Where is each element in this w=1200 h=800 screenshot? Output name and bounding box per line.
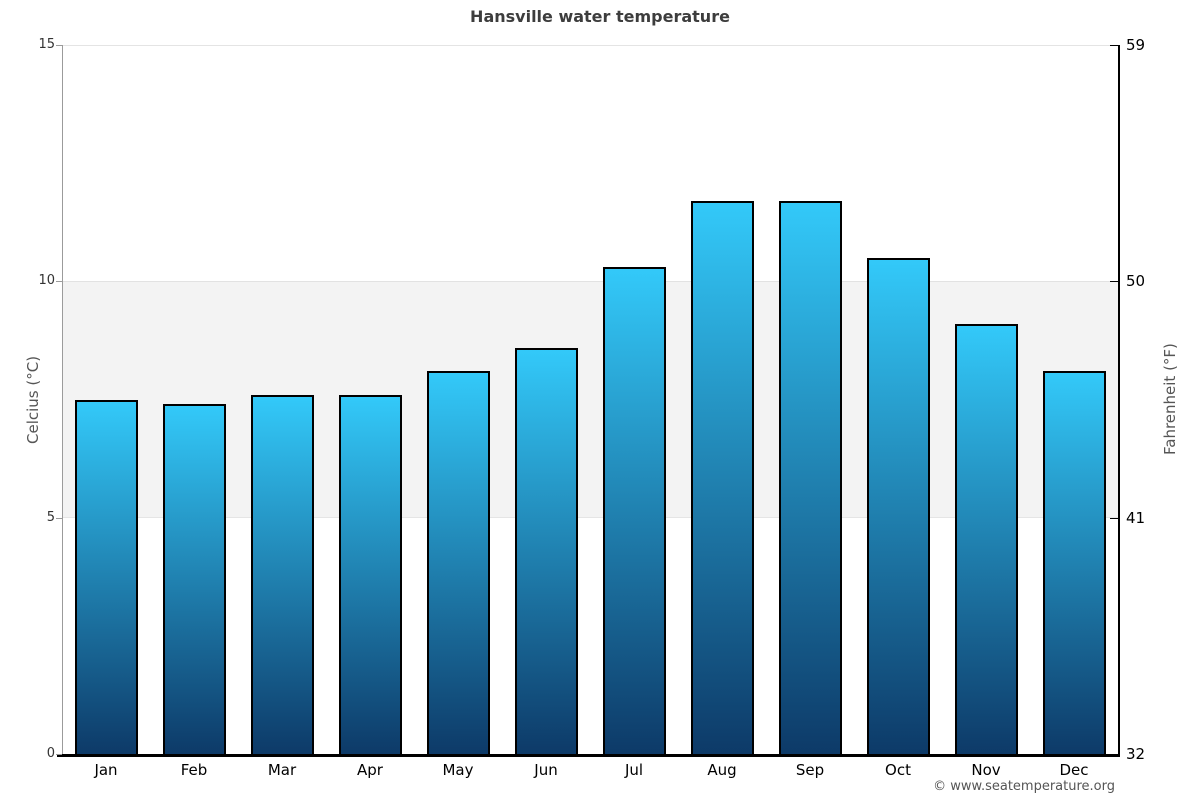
fahrenheit-tick-label-50: 50 [1126, 272, 1146, 291]
month-label-may: May [442, 761, 474, 779]
bar-may [426, 371, 490, 754]
gridline-15 [62, 45, 1118, 46]
month-label-dec: Dec [1059, 761, 1089, 779]
fahrenheit-tick-label-59: 59 [1126, 36, 1146, 54]
month-label-nov: Nov [971, 761, 1001, 779]
right-axis-line [1118, 45, 1120, 754]
bar-jan [74, 399, 138, 754]
bar-apr [338, 394, 402, 754]
shaded-band-5-10 [62, 281, 1118, 518]
chart-title: Hansville water temperature [470, 7, 730, 26]
bar-aug [690, 200, 754, 754]
bar-dec [1042, 371, 1106, 754]
bar-oct [866, 257, 930, 754]
fahrenheit-tick-label-41: 41 [1126, 508, 1146, 527]
copyright-text: © www.seatemperature.org [933, 779, 1115, 794]
month-label-apr: Apr [357, 761, 383, 779]
bar-mar [250, 394, 314, 754]
right-axis-title: Fahrenheit (°F) [1161, 343, 1179, 456]
celsius-tick-label-15: 15 [38, 37, 55, 52]
month-label-oct: Oct [885, 761, 911, 779]
fahrenheit-tick-mark-32 [1110, 754, 1118, 755]
celsius-tick-mark-5 [56, 517, 62, 519]
month-label-jan: Jan [94, 761, 118, 779]
left-axis-title: Celcius (°C) [24, 355, 42, 444]
month-label-jun: Jun [534, 761, 558, 779]
month-label-feb: Feb [180, 761, 208, 779]
fahrenheit-tick-mark-50 [1110, 281, 1118, 283]
fahrenheit-tick-mark-41 [1110, 517, 1118, 519]
month-label-jul: Jul [624, 761, 644, 779]
bar-jun [514, 347, 578, 754]
bar-nov [954, 323, 1018, 754]
celsius-tick-label-10: 10 [38, 273, 55, 289]
fahrenheit-tick-mark-59 [1110, 45, 1118, 46]
celsius-tick-label-0: 0 [46, 746, 55, 761]
bottom-axis-line [57, 754, 1120, 757]
celsius-tick-mark-0 [56, 754, 62, 755]
month-label-mar: Mar [267, 761, 297, 779]
bar-sep [778, 200, 842, 754]
month-label-aug: Aug [707, 761, 737, 779]
celsius-tick-mark-15 [56, 45, 62, 46]
bar-feb [162, 404, 226, 754]
celsius-tick-label-5: 5 [46, 509, 55, 525]
left-axis-line [62, 45, 63, 754]
bar-jul [602, 267, 666, 754]
fahrenheit-tick-label-32: 32 [1126, 745, 1146, 763]
month-label-sep: Sep [795, 761, 825, 779]
celsius-tick-mark-10 [56, 281, 62, 283]
